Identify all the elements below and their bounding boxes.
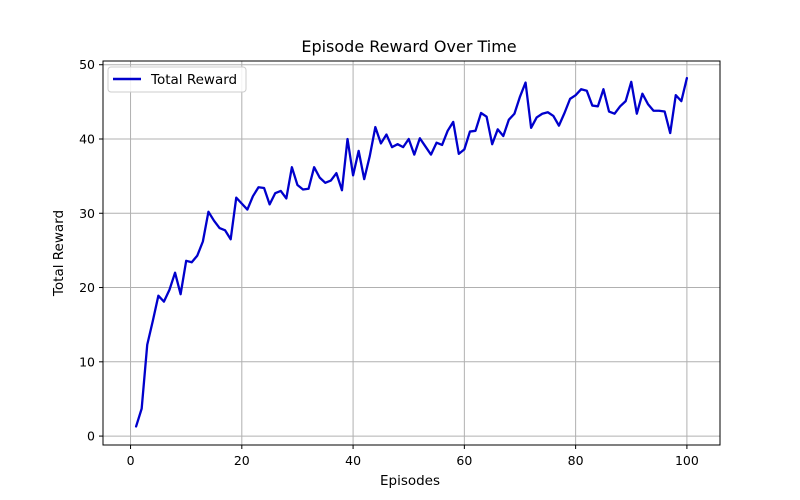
plot-area-frame — [102, 60, 721, 446]
x-axis-ticks: 0 20 40 60 80 100 — [127, 445, 699, 468]
series-layer — [134, 76, 689, 428]
series-line-total-reward — [134, 76, 689, 428]
y-tick-label: 40 — [79, 131, 95, 146]
y-tick-label: 50 — [79, 57, 95, 72]
legend-label-total-reward: Total Reward — [150, 72, 237, 88]
y-axis-label: Total Reward — [51, 210, 67, 297]
x-tick-label: 40 — [345, 453, 361, 468]
x-axis-label: Episodes — [380, 473, 440, 489]
x-tick-label: 0 — [127, 453, 135, 468]
legend-box — [107, 66, 247, 93]
x-tick-label: 20 — [234, 453, 250, 468]
legend: Total Reward — [107, 66, 247, 93]
y-axis-ticks: 0 10 20 30 40 50 — [79, 57, 103, 444]
x-tick-label: 100 — [675, 453, 699, 468]
grid-lines — [103, 61, 720, 445]
y-tick-label: 0 — [87, 429, 95, 444]
chart-title: Episode Reward Over Time — [301, 37, 516, 56]
y-tick-label: 30 — [79, 206, 95, 221]
y-tick-label: 20 — [79, 280, 95, 295]
x-tick-label: 80 — [568, 453, 584, 468]
x-tick-label: 60 — [456, 453, 472, 468]
y-tick-label: 10 — [79, 354, 95, 369]
